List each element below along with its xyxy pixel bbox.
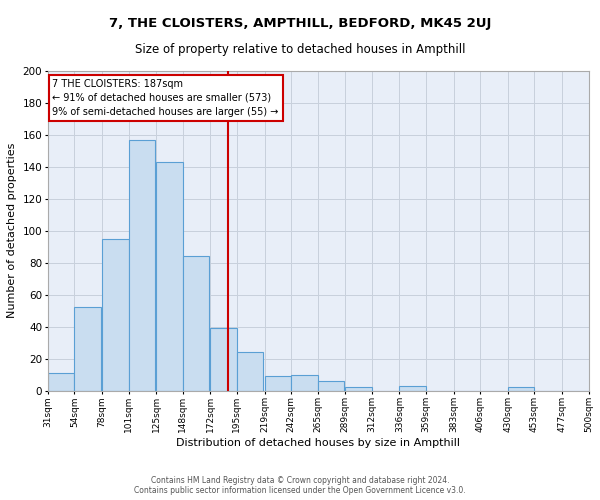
- Text: 7, THE CLOISTERS, AMPTHILL, BEDFORD, MK45 2UJ: 7, THE CLOISTERS, AMPTHILL, BEDFORD, MK4…: [109, 18, 491, 30]
- X-axis label: Distribution of detached houses by size in Ampthill: Distribution of detached houses by size …: [176, 438, 460, 448]
- Bar: [48, 373, 74, 390]
- Bar: [128, 140, 155, 390]
- Text: Contains public sector information licensed under the Open Government Licence v3: Contains public sector information licen…: [134, 486, 466, 495]
- Bar: [400, 386, 426, 390]
- Bar: [74, 308, 101, 390]
- Bar: [211, 328, 237, 390]
- Text: Size of property relative to detached houses in Ampthill: Size of property relative to detached ho…: [135, 42, 465, 56]
- Bar: [237, 352, 263, 391]
- Bar: [102, 238, 128, 390]
- Bar: [345, 388, 372, 390]
- Text: Contains HM Land Registry data © Crown copyright and database right 2024.: Contains HM Land Registry data © Crown c…: [151, 476, 449, 485]
- Bar: [291, 374, 317, 390]
- Bar: [265, 376, 291, 390]
- Text: 7 THE CLOISTERS: 187sqm
← 91% of detached houses are smaller (573)
9% of semi-de: 7 THE CLOISTERS: 187sqm ← 91% of detache…: [52, 79, 279, 117]
- Bar: [508, 388, 535, 390]
- Bar: [183, 256, 209, 390]
- Bar: [317, 381, 344, 390]
- Y-axis label: Number of detached properties: Number of detached properties: [7, 143, 17, 318]
- Bar: [156, 162, 183, 390]
